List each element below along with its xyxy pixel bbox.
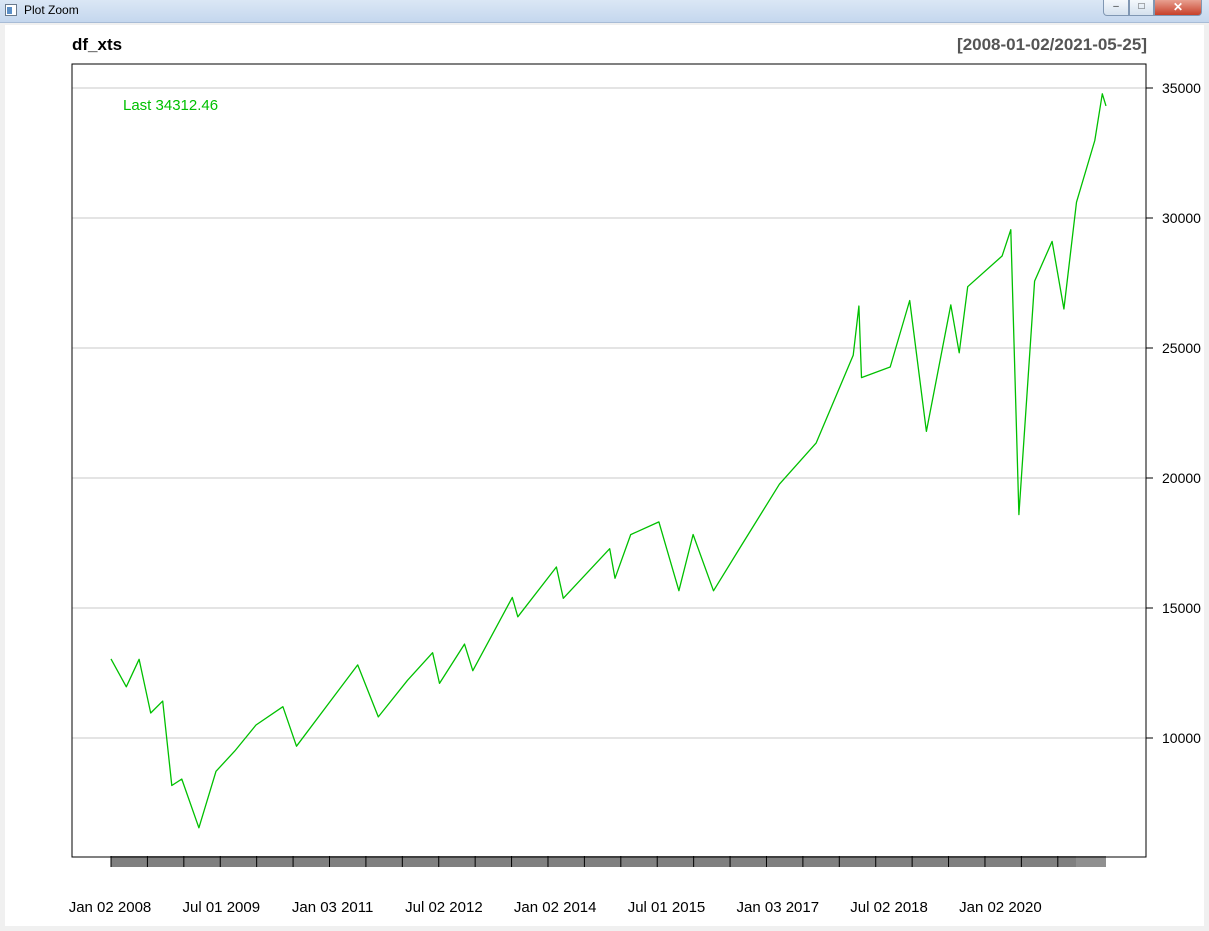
window-titlebar: Plot Zoom – □ ✕ bbox=[0, 0, 1209, 23]
x-tick-label: Jan 02 2008 bbox=[69, 899, 152, 916]
minimize-button[interactable]: – bbox=[1103, 0, 1129, 16]
y-tick-label: 25000 bbox=[1162, 340, 1201, 356]
window-title: Plot Zoom bbox=[24, 3, 79, 17]
close-button[interactable]: ✕ bbox=[1154, 0, 1202, 16]
maximize-button[interactable]: □ bbox=[1129, 0, 1154, 16]
y-tick-label: 10000 bbox=[1162, 730, 1201, 746]
x-tick-label: Jan 02 2014 bbox=[514, 899, 597, 916]
y-tick-label: 30000 bbox=[1162, 210, 1201, 226]
x-axis: Jan 02 2008 Jul 01 2009 Jan 03 2011 Jul 02 … bbox=[69, 899, 1042, 916]
grid-lines bbox=[72, 87, 1146, 739]
plot-frame bbox=[71, 63, 1147, 858]
x-tick-label: Jul 02 2012 bbox=[405, 899, 483, 916]
y-axis: 35000 30000 25000 20000 15000 10000 bbox=[1146, 80, 1201, 746]
series-layer bbox=[110, 93, 1107, 829]
x-tick-label: Jul 01 2009 bbox=[183, 899, 261, 916]
x-axis-band bbox=[110, 856, 1106, 867]
x-axis-band bbox=[111, 856, 1106, 867]
x-band-end bbox=[1076, 856, 1106, 867]
y-tick-label: 15000 bbox=[1162, 600, 1201, 616]
date-range-label: [2008-01-02/2021-05-25] bbox=[957, 35, 1147, 54]
x-tick-label: Jan 02 2020 bbox=[959, 899, 1042, 916]
x-tick-label: Jul 01 2015 bbox=[628, 899, 706, 916]
x-tick-label: Jul 02 2018 bbox=[850, 899, 928, 916]
app-icon bbox=[5, 4, 17, 16]
series-line bbox=[110, 93, 1107, 829]
x-tick-label: Jan 03 2017 bbox=[737, 899, 820, 916]
plot-canvas bbox=[5, 25, 1204, 926]
x-tick-label: Jan 03 2011 bbox=[292, 899, 373, 916]
chart-title: df_xts bbox=[72, 35, 123, 54]
y-tick-label: 20000 bbox=[1162, 470, 1201, 486]
y-tick-label: 35000 bbox=[1162, 80, 1201, 96]
last-value-label: Last 34312.46 bbox=[123, 97, 218, 114]
